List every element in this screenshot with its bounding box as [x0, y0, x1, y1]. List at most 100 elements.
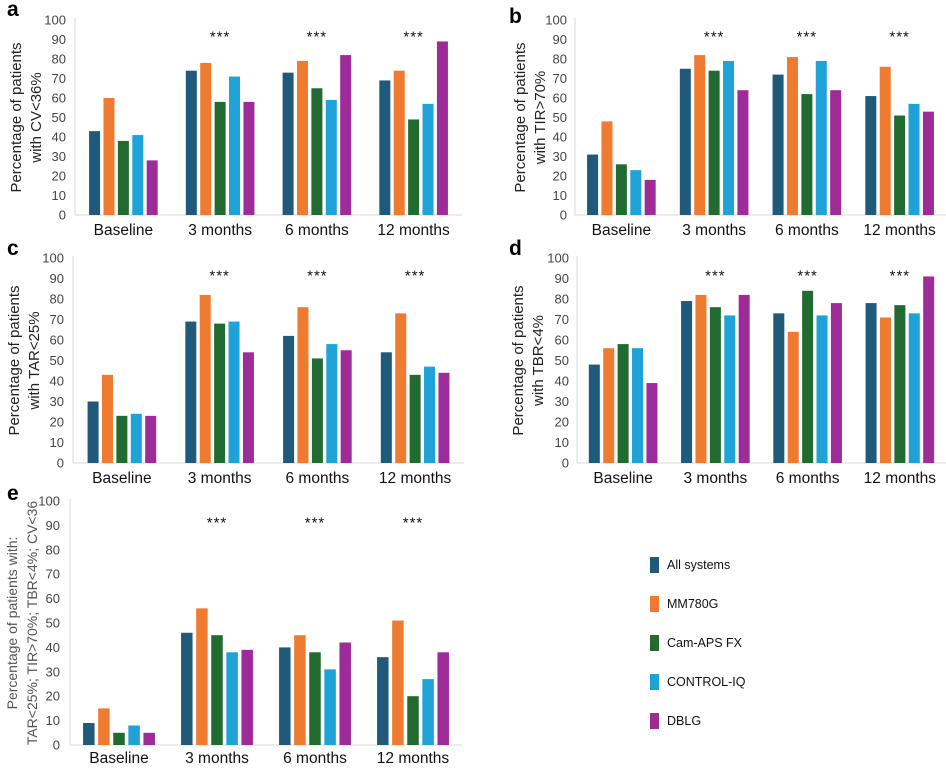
significance-marker: ***: [705, 268, 726, 285]
bar: [226, 652, 238, 745]
legend-swatch: [650, 635, 659, 651]
bar: [587, 154, 599, 215]
bar: [422, 679, 434, 745]
bar: [724, 315, 736, 463]
x-category-label: 12 months: [863, 222, 936, 239]
x-category-label: 3 months: [683, 470, 747, 487]
x-category-label: Baseline: [592, 222, 651, 239]
bar: [879, 317, 891, 463]
significance-marker: ***: [889, 29, 910, 46]
bar: [199, 294, 211, 463]
y-tick-label: 80: [553, 52, 567, 67]
y-tick-label: 10: [46, 713, 60, 728]
bar: [723, 60, 735, 216]
bar: [407, 696, 419, 745]
bar: [830, 303, 842, 463]
x-category-label: Baseline: [94, 222, 153, 239]
y-tick-label: 20: [52, 169, 66, 184]
y-axis-label: Percentage of patients: [510, 285, 527, 435]
significance-marker: ***: [307, 29, 328, 46]
y-tick-label: 10: [555, 435, 569, 450]
bar: [773, 313, 785, 463]
y-axis-label: Percentage of patients: [6, 285, 23, 435]
bar: [132, 135, 144, 215]
y-tick-label: 80: [46, 542, 60, 557]
bar: [815, 60, 827, 216]
bar: [422, 103, 434, 215]
y-tick-label: 90: [50, 271, 64, 286]
bar: [229, 76, 241, 215]
bar: [615, 164, 627, 215]
bar: [98, 708, 110, 745]
bar: [437, 652, 449, 745]
y-tick-label: 40: [555, 374, 569, 389]
legend-swatch: [650, 674, 659, 690]
legend-label: MM780G: [667, 597, 719, 611]
y-tick-label: 80: [50, 292, 64, 307]
bar: [143, 732, 155, 745]
bar: [908, 103, 920, 215]
significance-marker: ***: [704, 29, 725, 46]
legend-label: DBLG: [667, 714, 702, 728]
x-category-label: 6 months: [775, 222, 839, 239]
bar: [694, 55, 706, 215]
y-tick-label: 40: [46, 640, 60, 655]
bar: [922, 111, 934, 215]
y-tick-label: 90: [555, 271, 569, 286]
bar: [695, 294, 707, 463]
chart-panel-e: e 0 10 20 30 40 50 60 70 80 90 100 Percentage of pat…: [4, 482, 462, 767]
bar: [146, 160, 158, 215]
bar: [738, 294, 750, 463]
bar: [211, 635, 223, 745]
y-axis-label: with CV<36%: [28, 72, 45, 163]
x-category-label: Baseline: [593, 470, 652, 487]
y-tick-label: 60: [553, 91, 567, 106]
bar: [424, 366, 436, 463]
bar: [145, 415, 157, 463]
bar: [632, 348, 644, 463]
bar: [103, 98, 115, 215]
y-tick-label: 60: [555, 333, 569, 348]
bar: [603, 348, 615, 463]
x-category-label: 3 months: [188, 222, 252, 239]
significance-marker: ***: [890, 268, 911, 285]
bar: [830, 90, 842, 215]
bar: [801, 94, 813, 215]
y-tick-label: 100: [42, 251, 64, 266]
bar: [709, 307, 721, 463]
y-tick-label: 40: [52, 130, 66, 145]
bar: [708, 70, 720, 215]
panel-label: c: [7, 237, 19, 260]
bar: [393, 70, 405, 215]
y-tick-label: 70: [555, 312, 569, 327]
bar: [588, 364, 600, 463]
bar: [392, 620, 404, 745]
legend-item-cam-aps-fx: Cam-APS FX: [650, 632, 742, 654]
y-tick-label: 0: [53, 738, 60, 753]
y-tick-label: 100: [545, 13, 567, 28]
y-tick-label: 20: [553, 169, 567, 184]
bar: [802, 290, 814, 463]
bar: [196, 608, 208, 745]
x-category-label: Baseline: [92, 470, 151, 487]
bar: [228, 321, 240, 463]
y-axis-label: Percentage of patients with:: [4, 537, 20, 710]
bar: [786, 57, 798, 215]
bar: [243, 101, 255, 215]
bar: [279, 647, 291, 745]
y-axis-label: Percentage of patients: [8, 42, 25, 192]
x-category-label: 12 months: [377, 750, 450, 767]
panel-label: e: [7, 482, 19, 505]
significance-marker: ***: [405, 268, 426, 285]
bar: [89, 131, 101, 215]
y-tick-label: 20: [50, 415, 64, 430]
bar: [296, 60, 308, 216]
bar: [311, 358, 323, 463]
y-tick-label: 10: [52, 188, 66, 203]
significance-marker: ***: [403, 514, 424, 531]
significance-marker: ***: [797, 29, 818, 46]
bar: [101, 374, 113, 463]
bar: [679, 68, 691, 215]
chart-panel-d: d 0 10 20 30 40 50 60 70 80 90 100 Percentage of pat…: [509, 237, 946, 487]
